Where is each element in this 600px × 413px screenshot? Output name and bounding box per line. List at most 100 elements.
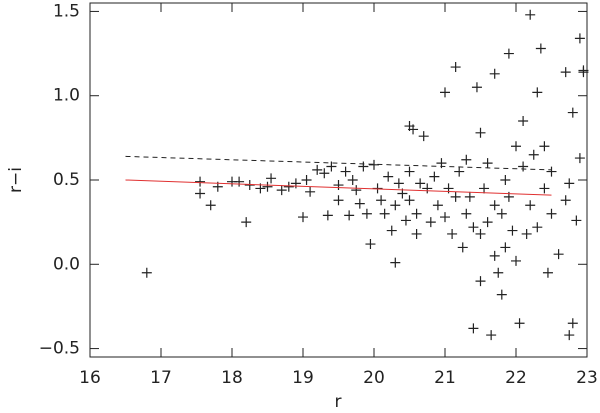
plus-marker [429,171,440,182]
plus-marker [567,318,578,329]
plus-marker [422,183,433,194]
plus-marker [567,107,578,118]
plus-marker [489,200,500,211]
plus-marker [411,208,422,219]
plus-marker [571,215,582,226]
plus-marker [411,228,422,239]
y-tick-label: 1.5 [53,1,80,21]
plus-marker [408,124,419,135]
plus-marker [500,242,511,253]
plus-marker [546,208,557,219]
plot-frame [89,2,588,358]
plus-marker [298,212,308,223]
plus-marker [560,195,571,206]
plus-marker [546,166,557,177]
plus-marker [358,161,369,172]
plus-marker [344,210,355,221]
y-tick-label: 0.0 [53,254,80,274]
plus-marker [518,161,529,172]
plus-marker [511,141,521,152]
plus-marker [195,176,206,187]
plus-marker [393,178,404,189]
plus-marker [461,208,472,219]
plus-marker [361,208,372,219]
plus-marker [471,82,482,93]
plus-marker [205,200,216,211]
plus-marker [241,217,252,228]
y-tick-label: 0.5 [53,170,80,190]
x-tick-label: 18 [221,368,243,388]
x-tick-label: 20 [363,368,385,388]
plus-marker [457,242,468,253]
plus-marker [479,183,490,194]
plus-marker [404,195,415,206]
plus-marker [283,181,294,192]
plus-marker [450,62,461,73]
plus-marker [369,159,379,170]
plus-marker [454,166,465,177]
plus-marker [440,87,450,98]
plus-marker [464,191,475,202]
plus-marker [386,225,397,236]
plus-marker [326,161,337,172]
plus-marker [518,116,529,126]
plus-marker [340,166,351,177]
plus-marker [511,255,521,266]
plus-marker [322,210,333,221]
plus-marker [312,164,323,175]
plus-marker [404,166,415,177]
plus-marker [496,289,507,300]
plus-marker [333,195,344,206]
plus-marker [461,154,472,165]
plus-marker [390,257,401,268]
plus-marker [383,171,394,182]
plus-marker [564,178,575,189]
x-tick-label: 21 [434,368,456,388]
plus-marker [489,250,500,261]
plus-marker [400,215,411,226]
plus-marker [525,200,536,211]
plus-marker [532,87,543,98]
plus-marker [354,198,365,209]
plus-marker [535,43,546,54]
x-tick-label: 22 [505,368,527,388]
y-tick-label: −0.5 [39,339,80,359]
plus-marker [514,318,525,329]
fit-line [125,155,552,171]
plus-marker [525,9,536,20]
y-axis-label: r−i [6,167,26,193]
plus-marker [266,173,277,184]
plus-marker [379,208,390,219]
plus-marker [507,225,518,236]
plus-marker [305,186,316,197]
plus-marker [468,323,479,334]
plus-marker [333,180,344,191]
plus-marker [521,228,532,239]
plus-marker [244,180,255,191]
plus-marker [276,185,287,196]
x-tick-label: 16 [79,368,101,388]
plus-marker [574,33,585,44]
plus-marker [319,168,330,179]
plus-marker [542,267,553,278]
plus-marker [539,183,550,194]
plus-marker [290,178,301,189]
plus-marker [262,181,273,192]
plus-marker [560,67,571,78]
plus-marker [528,149,539,160]
x-tick-label: 17 [150,368,172,388]
plus-marker [347,175,358,185]
plus-marker [425,217,436,228]
plus-marker [432,200,443,211]
plus-marker [539,141,550,152]
plus-marker [440,212,450,223]
plus-marker [418,131,429,142]
plus-marker [468,222,479,233]
plus-marker [141,267,152,278]
plus-marker [553,249,564,260]
plus-marker [482,217,493,228]
plus-marker [415,178,426,189]
plus-marker [195,188,206,199]
x-axis-label: r [335,392,342,412]
